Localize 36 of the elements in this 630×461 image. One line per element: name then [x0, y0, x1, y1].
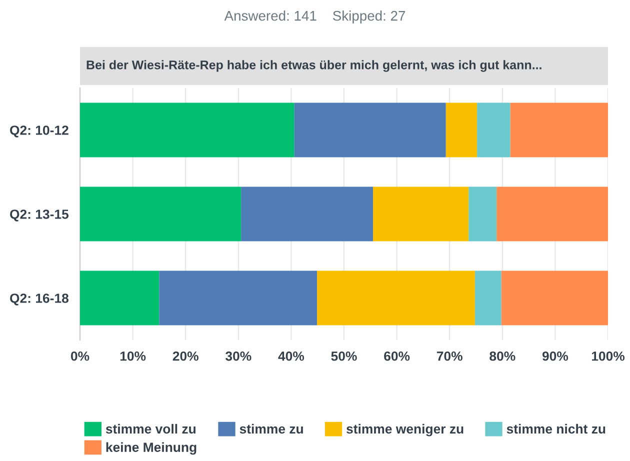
bar: [80, 186, 242, 242]
bar: [80, 270, 160, 326]
legend-label: stimme nicht zu: [506, 424, 606, 434]
x-tick-label: 20%: [172, 351, 198, 361]
bar: [496, 186, 608, 242]
legend-label: keine Meinung: [106, 442, 196, 455]
bar: [373, 186, 469, 242]
bar: [317, 270, 475, 326]
x-tick-label: 50%: [331, 351, 357, 361]
legend-label: stimme voll zu: [106, 424, 196, 434]
bar: [80, 102, 294, 158]
chart-subtitle: Answered: 141 Skipped: 27: [224, 10, 406, 24]
bar: [501, 270, 608, 326]
x-tick-label: 90%: [542, 351, 568, 361]
x-tick-label: 60%: [384, 351, 410, 361]
x-tick-label: 80%: [490, 351, 516, 361]
y-tick-label: Q2: 16-18: [10, 294, 68, 306]
bar: [294, 102, 446, 158]
x-tick-label: 40%: [278, 351, 304, 361]
x-tick-label: 30%: [226, 351, 252, 361]
legend-label: stimme zu: [240, 424, 303, 434]
bar: [468, 186, 497, 242]
bar: [159, 270, 318, 326]
bar: [446, 102, 478, 158]
legend-label: stimme weniger zu: [346, 424, 464, 436]
bar: [477, 102, 510, 158]
x-tick-label: 70%: [436, 351, 462, 361]
bar: [474, 270, 502, 326]
bar: [241, 186, 374, 242]
x-tick-label: 0%: [70, 351, 90, 361]
y-tick-label: Q2: 10-12: [10, 126, 68, 138]
x-tick-label: 100%: [592, 351, 625, 361]
y-tick-label: Q2: 13-15: [10, 210, 69, 222]
bar: [510, 102, 608, 158]
chart-title: Bei der Wiesi-Räte-Rep habe ich etwas über mich gelernt, was ich gut kann...: [86, 60, 542, 72]
x-tick-label: 10%: [120, 351, 146, 361]
